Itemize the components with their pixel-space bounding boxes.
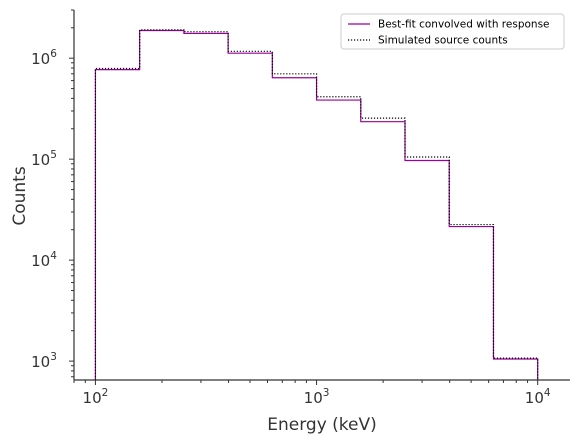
- axes: [73, 10, 570, 381]
- legend-label-simulated: Simulated source counts: [378, 35, 508, 47]
- x-ticks: 102 103 104: [73, 380, 551, 407]
- x-tick-label: 103: [304, 387, 330, 407]
- y-tick-label: 106: [31, 48, 57, 68]
- y-axis-title: Counts: [10, 166, 30, 225]
- legend-label-best-fit: Best-fit convolved with response: [378, 19, 550, 31]
- x-tick-label: 104: [525, 387, 551, 407]
- legend-frame: [340, 13, 565, 50]
- x-tick-label: 102: [83, 387, 109, 407]
- y-ticks: 103 104 105 106: [31, 9, 74, 378]
- x-axis-title: Energy (keV): [267, 415, 377, 435]
- legend: Best-fit convolved with response Simulat…: [340, 13, 565, 50]
- y-tick-label: 104: [31, 250, 57, 270]
- y-tick-label: 103: [31, 351, 57, 371]
- plot-area: [94, 29, 539, 380]
- y-tick-label: 105: [31, 149, 57, 169]
